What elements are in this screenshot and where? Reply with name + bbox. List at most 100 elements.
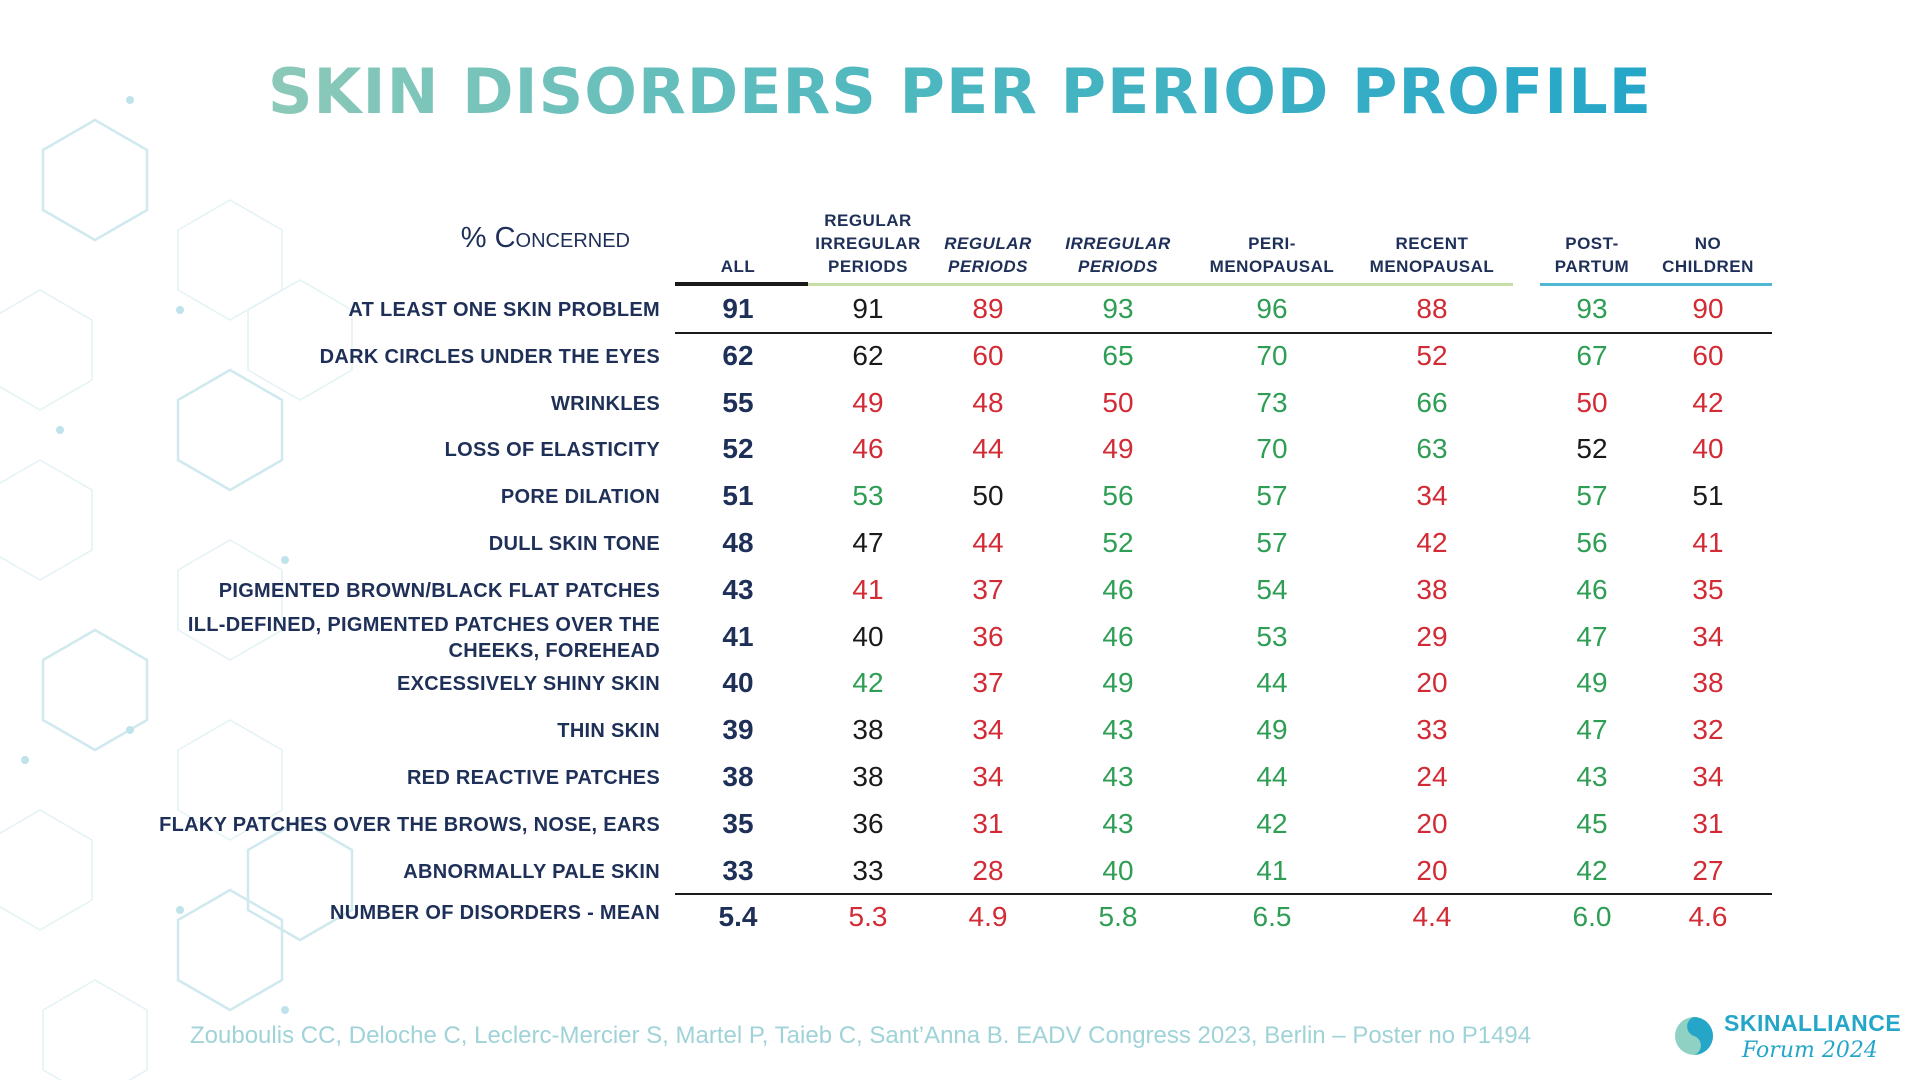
row-label: RED REACTIVE PATCHES: [150, 765, 660, 791]
row-label-line: THIN SKIN: [557, 720, 660, 743]
all-value-cell: 43: [722, 573, 754, 605]
value-cell: 50: [1576, 386, 1608, 418]
row-label-line: PIGMENTED BROWN/BLACK FLAT PATCHES: [218, 579, 660, 602]
value-cell: 62: [852, 339, 884, 371]
value-cell: 24: [1416, 761, 1448, 792]
row-label: AT LEAST ONE SKIN PROBLEM: [150, 297, 660, 323]
row-label: ABNORMALLY PALE SKIN: [150, 859, 660, 885]
value-cell: 42: [1416, 527, 1448, 558]
column-header-line: IRREGULAR: [1065, 234, 1171, 253]
row-header: % Concerned: [460, 222, 630, 254]
row-label-line: NUMBER OF DISORDERS - MEAN: [329, 902, 660, 925]
hexagon-shape: [0, 459, 93, 581]
value-cell: 6.0: [1572, 901, 1612, 933]
row-label: DARK CIRCLES UNDER THE EYES: [150, 344, 660, 370]
value-cell: 49: [852, 386, 884, 418]
column-header-line: NO: [1694, 234, 1722, 253]
value-cell: 45: [1576, 807, 1608, 839]
all-value-cell: 51: [722, 480, 754, 512]
row-label: THIN SKIN: [150, 718, 660, 744]
row-label: NUMBER OF DISORDERS - MEAN: [150, 900, 660, 926]
logo-swirl-icon: [1675, 1017, 1713, 1055]
all-value-cell: 5.4: [718, 901, 758, 933]
hexagon-shape: [247, 279, 353, 401]
value-cell: 56: [1576, 527, 1608, 558]
column-header: REGULAR IRREGULAR PERIODS: [788, 206, 948, 278]
value-cell: 93: [1102, 293, 1134, 324]
value-cell: 88: [1416, 293, 1448, 324]
logo-name: SKINALLIANCE: [1724, 1010, 1902, 1036]
value-cell: 31: [1692, 807, 1724, 839]
value-cell: 89: [972, 293, 1004, 324]
value-cell: 34: [972, 761, 1004, 792]
table-rule: [675, 893, 1772, 895]
hexagon-shape: [177, 199, 283, 321]
value-cell: 42: [1256, 807, 1288, 839]
row-label-line: AT LEAST ONE SKIN PROBLEM: [348, 299, 660, 321]
value-cell: 41: [852, 573, 884, 605]
row-label-line: WRINKLES: [550, 392, 660, 415]
hexagon-shape: [42, 979, 148, 1080]
value-cell: 20: [1416, 667, 1448, 699]
all-value-cell: 35: [722, 807, 754, 839]
column-header: NO CHILDREN: [1628, 206, 1788, 278]
all-value-cell: 55: [722, 386, 754, 418]
column-header: RECENT MENOPAUSAL: [1352, 206, 1512, 278]
value-cell: 67: [1576, 339, 1608, 371]
value-cell: 60: [1692, 339, 1724, 371]
row-label-line: DARK CIRCLES UNDER THE EYES: [319, 345, 660, 368]
value-cell: 5.3: [848, 901, 888, 933]
background-hexagon-pattern: [0, 96, 354, 1080]
row-label-line: ABNORMALLY PALE SKIN: [403, 860, 660, 883]
all-value-cell: 33: [722, 854, 754, 886]
row-label-line: EXCESSIVELY SHINY SKIN: [397, 673, 660, 696]
hexagon-node: [176, 306, 184, 314]
value-cell: 34: [1692, 761, 1724, 792]
row-label-line: ILL-DEFINED, PIGMENTED PATCHES OVER THE: [187, 613, 660, 636]
column-header-line: POST-: [1565, 234, 1619, 253]
value-cell: 63: [1416, 433, 1448, 465]
hexagon-node: [56, 426, 64, 434]
value-cell: 34: [1416, 480, 1448, 512]
value-cell: 65: [1102, 339, 1134, 371]
row-label: WRINKLES: [150, 391, 660, 417]
skinalliance-logo: SKINALLIANCE Forum 2024: [1672, 1010, 1902, 1070]
value-cell: 40: [1692, 433, 1724, 465]
column-header: IRREGULAR PERIODS: [1038, 206, 1198, 278]
column-header-line: MENOPAUSAL: [1369, 257, 1495, 276]
all-value-cell: 41: [722, 620, 754, 652]
all-value-cell: 52: [722, 433, 754, 465]
value-cell: 46: [1102, 573, 1134, 605]
value-cell: 43: [1102, 807, 1134, 839]
value-cell: 28: [972, 854, 1004, 886]
column-header-line: MENOPAUSAL: [1209, 257, 1335, 276]
hexagon-node: [281, 1006, 289, 1014]
value-cell: 42: [852, 667, 884, 699]
value-cell: 36: [972, 620, 1004, 652]
value-cell: 38: [852, 714, 884, 746]
value-cell: 49: [1256, 714, 1288, 746]
value-cell: 60: [972, 339, 1004, 371]
table-rule: [808, 283, 1513, 286]
column-header-line: PERIODS: [827, 257, 909, 276]
value-cell: 57: [1256, 480, 1288, 512]
value-cell: 31: [972, 807, 1004, 839]
row-label-line: PORE DILATION: [500, 486, 660, 509]
value-cell: 43: [1102, 761, 1134, 792]
value-cell: 38: [852, 761, 884, 792]
value-cell: 5.8: [1098, 901, 1138, 933]
all-value-cell: 38: [722, 761, 754, 792]
value-cell: 36: [852, 807, 884, 839]
hexagon-shape: [41, 628, 149, 752]
column-header: POST- PARTUM: [1512, 206, 1672, 278]
value-cell: 70: [1256, 433, 1288, 465]
hexagon-shape: [246, 818, 354, 942]
column-header-line: PERIODS: [1077, 257, 1159, 276]
row-label-line: RED REACTIVE PATCHES: [406, 767, 660, 789]
value-cell: 52: [1416, 339, 1448, 371]
all-value-cell: 91: [722, 293, 754, 324]
value-cell: 46: [1576, 573, 1608, 605]
value-cell: 34: [972, 714, 1004, 746]
hexagon-shape: [177, 539, 283, 661]
hexagon-shape: [177, 719, 283, 841]
